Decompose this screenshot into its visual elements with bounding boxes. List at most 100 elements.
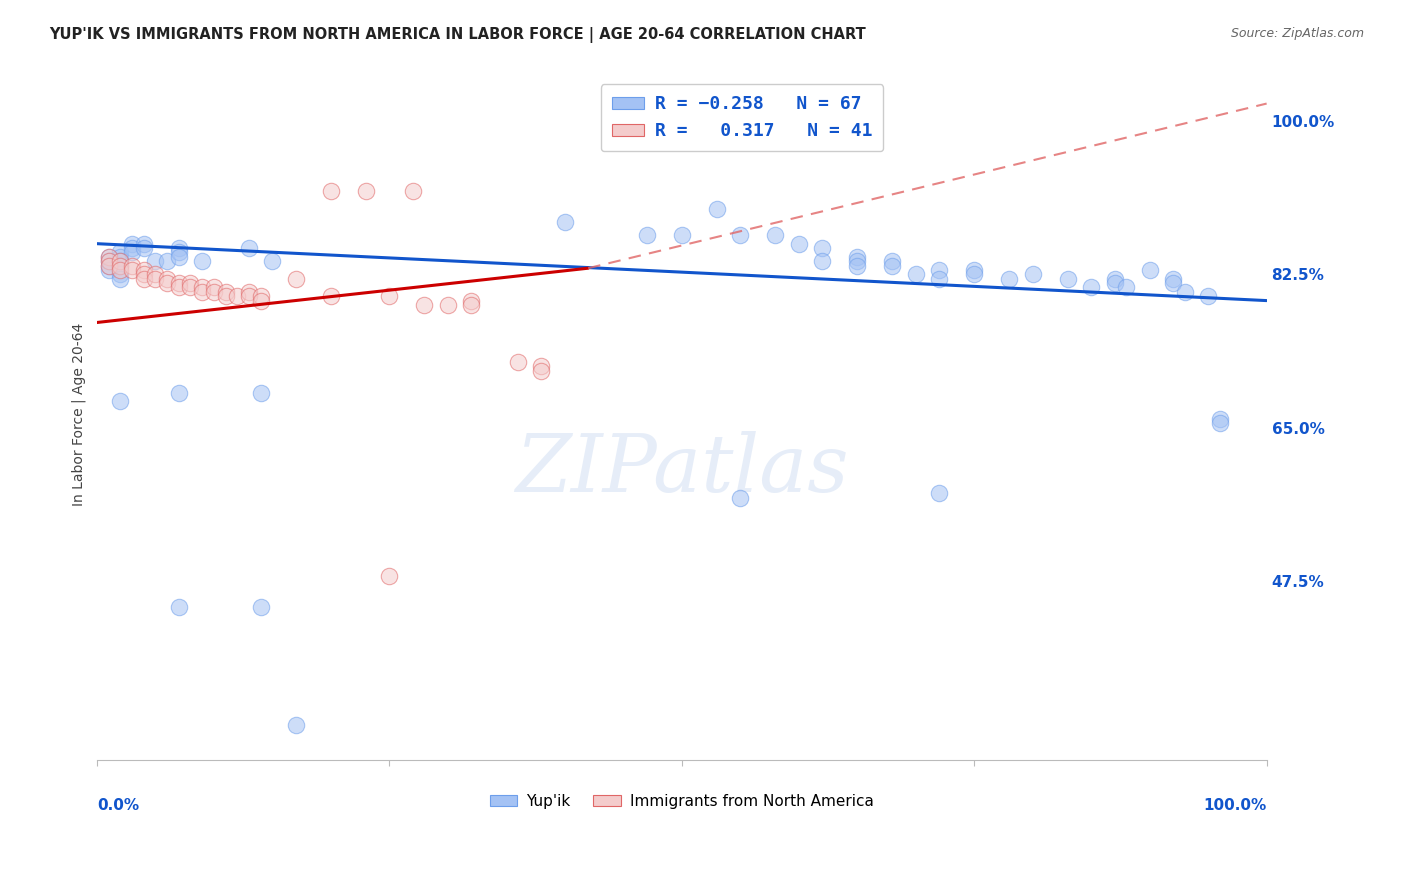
Point <box>1115 280 1137 294</box>
Point <box>284 718 307 732</box>
Point <box>846 250 869 264</box>
Point <box>110 268 132 282</box>
Point <box>1104 271 1126 285</box>
Point <box>110 250 132 264</box>
Point <box>110 245 132 260</box>
Point <box>530 359 553 374</box>
Point <box>460 298 482 312</box>
Point <box>238 289 260 303</box>
Point <box>249 293 271 308</box>
Point <box>97 263 120 277</box>
Point <box>706 202 728 216</box>
Point <box>1104 276 1126 290</box>
Point <box>928 486 950 500</box>
Point <box>143 254 166 268</box>
Point <box>249 289 271 303</box>
Point <box>284 271 307 285</box>
Point <box>156 254 179 268</box>
Point <box>110 263 132 277</box>
Point <box>132 271 155 285</box>
Point <box>121 236 143 251</box>
Point <box>143 268 166 282</box>
Point <box>1080 280 1102 294</box>
Point <box>167 241 190 255</box>
Point <box>811 241 834 255</box>
Point <box>1197 289 1219 303</box>
Point <box>319 289 342 303</box>
Point <box>167 385 190 400</box>
Point <box>904 268 927 282</box>
Point <box>928 271 950 285</box>
Point <box>1161 276 1184 290</box>
Point <box>787 236 810 251</box>
Legend: Yup'ik, Immigrants from North America: Yup'ik, Immigrants from North America <box>484 788 880 815</box>
Point <box>121 245 143 260</box>
Point <box>110 259 132 273</box>
Point <box>214 289 236 303</box>
Point <box>882 254 904 268</box>
Text: Source: ZipAtlas.com: Source: ZipAtlas.com <box>1230 27 1364 40</box>
Point <box>354 184 377 198</box>
Point <box>728 491 751 505</box>
Point <box>121 241 143 255</box>
Point <box>97 250 120 264</box>
Point <box>882 259 904 273</box>
Point <box>97 259 120 273</box>
Point <box>167 280 190 294</box>
Point <box>110 271 132 285</box>
Text: ZIPatlas: ZIPatlas <box>515 431 848 508</box>
Point <box>249 600 271 615</box>
Point <box>846 259 869 273</box>
Y-axis label: In Labor Force | Age 20-64: In Labor Force | Age 20-64 <box>72 323 86 506</box>
Point <box>319 184 342 198</box>
Point <box>179 280 201 294</box>
Point <box>262 254 284 268</box>
Point <box>121 259 143 273</box>
Point <box>1139 263 1161 277</box>
Point <box>156 271 179 285</box>
Point <box>179 276 201 290</box>
Point <box>238 241 260 255</box>
Point <box>963 268 986 282</box>
Point <box>97 250 120 264</box>
Point <box>132 236 155 251</box>
Point <box>110 259 132 273</box>
Text: 100.0%: 100.0% <box>1204 798 1267 814</box>
Point <box>963 263 986 277</box>
Point <box>167 250 190 264</box>
Point <box>413 298 436 312</box>
Point <box>226 289 249 303</box>
Point <box>928 263 950 277</box>
Point <box>1056 271 1078 285</box>
Point <box>998 271 1021 285</box>
Point <box>1161 271 1184 285</box>
Point <box>97 254 120 268</box>
Point <box>1021 268 1043 282</box>
Point <box>110 394 132 409</box>
Text: YUP'IK VS IMMIGRANTS FROM NORTH AMERICA IN LABOR FORCE | AGE 20-64 CORRELATION C: YUP'IK VS IMMIGRANTS FROM NORTH AMERICA … <box>49 27 866 43</box>
Point <box>846 254 869 268</box>
Point <box>530 364 553 378</box>
Point <box>202 285 225 299</box>
Point <box>110 254 132 268</box>
Point <box>167 600 190 615</box>
Point <box>506 355 529 369</box>
Point <box>378 569 401 583</box>
Point <box>167 245 190 260</box>
Point <box>460 293 482 308</box>
Point <box>436 298 458 312</box>
Point <box>97 259 120 273</box>
Point <box>1209 412 1232 426</box>
Point <box>402 184 425 198</box>
Point <box>763 227 786 242</box>
Point <box>554 215 576 229</box>
Point <box>132 241 155 255</box>
Point <box>143 271 166 285</box>
Point <box>378 289 401 303</box>
Point <box>671 227 693 242</box>
Point <box>167 276 190 290</box>
Point <box>121 263 143 277</box>
Point <box>636 227 658 242</box>
Point <box>1209 416 1232 430</box>
Point <box>110 254 132 268</box>
